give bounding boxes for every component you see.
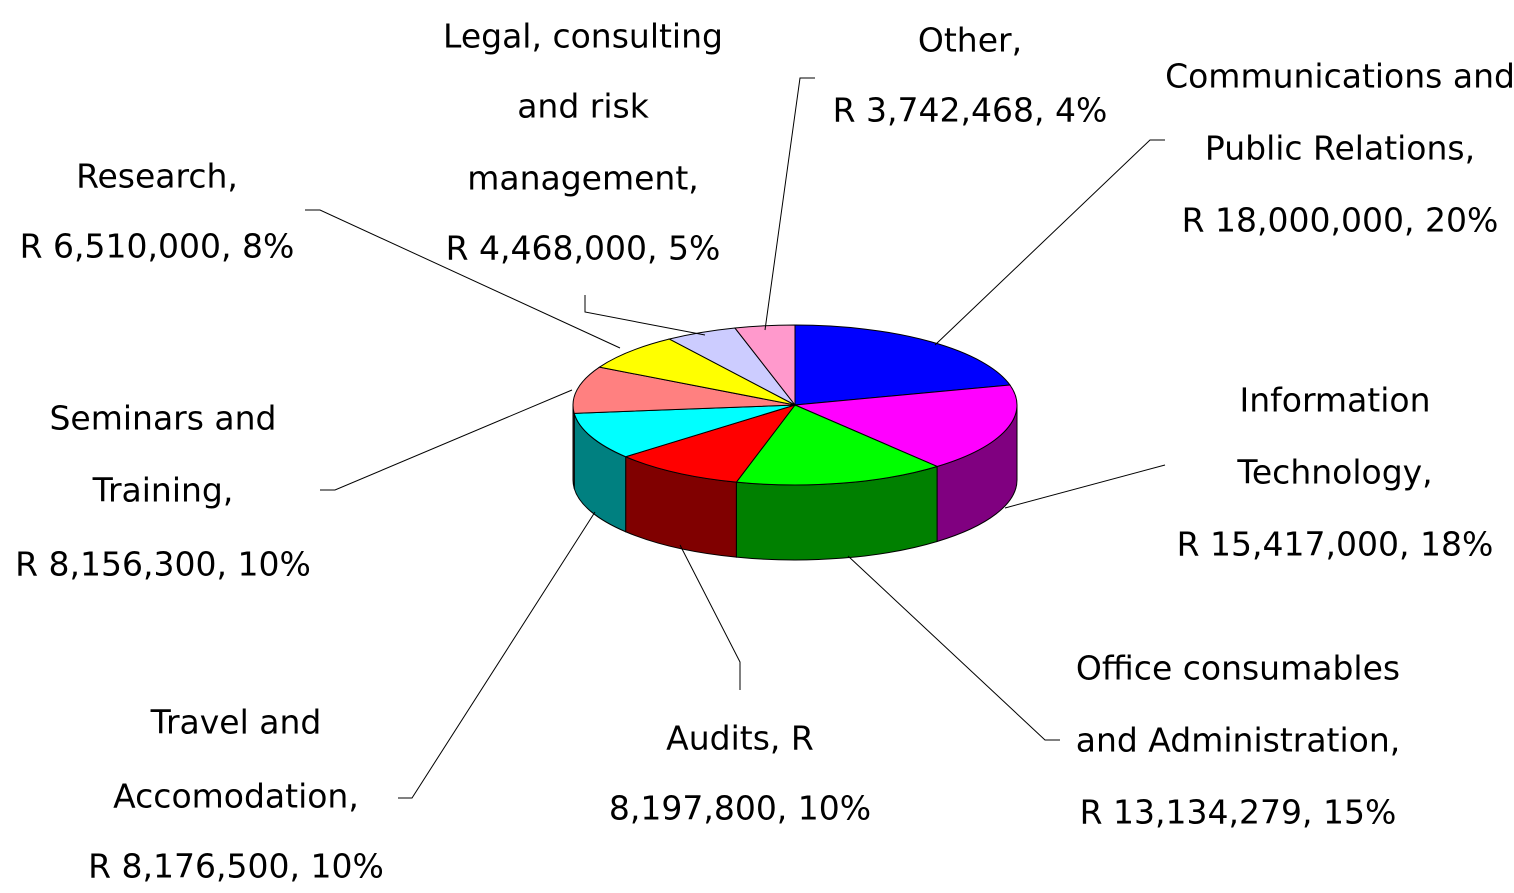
slice-label: Seminars and [49, 399, 276, 438]
slice-label: R 15,417,000, 18% [1177, 525, 1494, 564]
slice-label: Public Relations, [1205, 129, 1475, 168]
slice [624, 404, 797, 483]
slice-label: Accomodation, [113, 777, 359, 816]
slice-label: 8,197,800, 10% [609, 789, 871, 828]
leader-line [1004, 464, 1166, 509]
leader-line [764, 77, 815, 331]
slice [794, 384, 1018, 468]
slice-label: Office consumables [1076, 649, 1400, 688]
slice-label: R 8,156,300, 10% [15, 545, 311, 584]
leader-line [398, 511, 596, 799]
slice-label: Travel and [150, 703, 322, 742]
slice [735, 404, 939, 486]
slice-label: Other, [918, 21, 1022, 60]
leader-line [305, 209, 621, 349]
slice-label: Information [1239, 381, 1430, 420]
slice-label: R 6,510,000, 8% [20, 227, 295, 266]
slice-label: R 8,176,500, 10% [88, 847, 384, 886]
slice-label: R 4,468,000, 5% [446, 229, 721, 268]
leader-line [584, 295, 706, 336]
slice [598, 338, 796, 406]
slice [794, 324, 1011, 406]
slice [572, 366, 796, 414]
slice-label: R 3,742,468, 4% [833, 91, 1108, 130]
slice [573, 404, 796, 458]
slice [733, 324, 796, 407]
leader-line [847, 555, 1060, 741]
slice-label: Training, [92, 471, 234, 510]
slice-label: Audits, R [666, 719, 814, 758]
slice-label: and Administration, [1076, 721, 1401, 760]
slice-label: Technology, [1236, 453, 1432, 492]
leader-line [320, 389, 573, 491]
leader-line [934, 139, 1165, 346]
slice-label: Research, [76, 157, 238, 196]
slice-label: R 13,134,279, 15% [1080, 793, 1397, 832]
slice-label: management, [467, 159, 699, 198]
slice-label: R 18,000,000, 20% [1182, 201, 1499, 240]
slice-label: and risk [517, 87, 650, 126]
slice-label: Communications and [1165, 57, 1514, 96]
leader-line [679, 544, 741, 690]
slice-label: Legal, consulting [443, 17, 723, 56]
slice-side [572, 404, 575, 489]
